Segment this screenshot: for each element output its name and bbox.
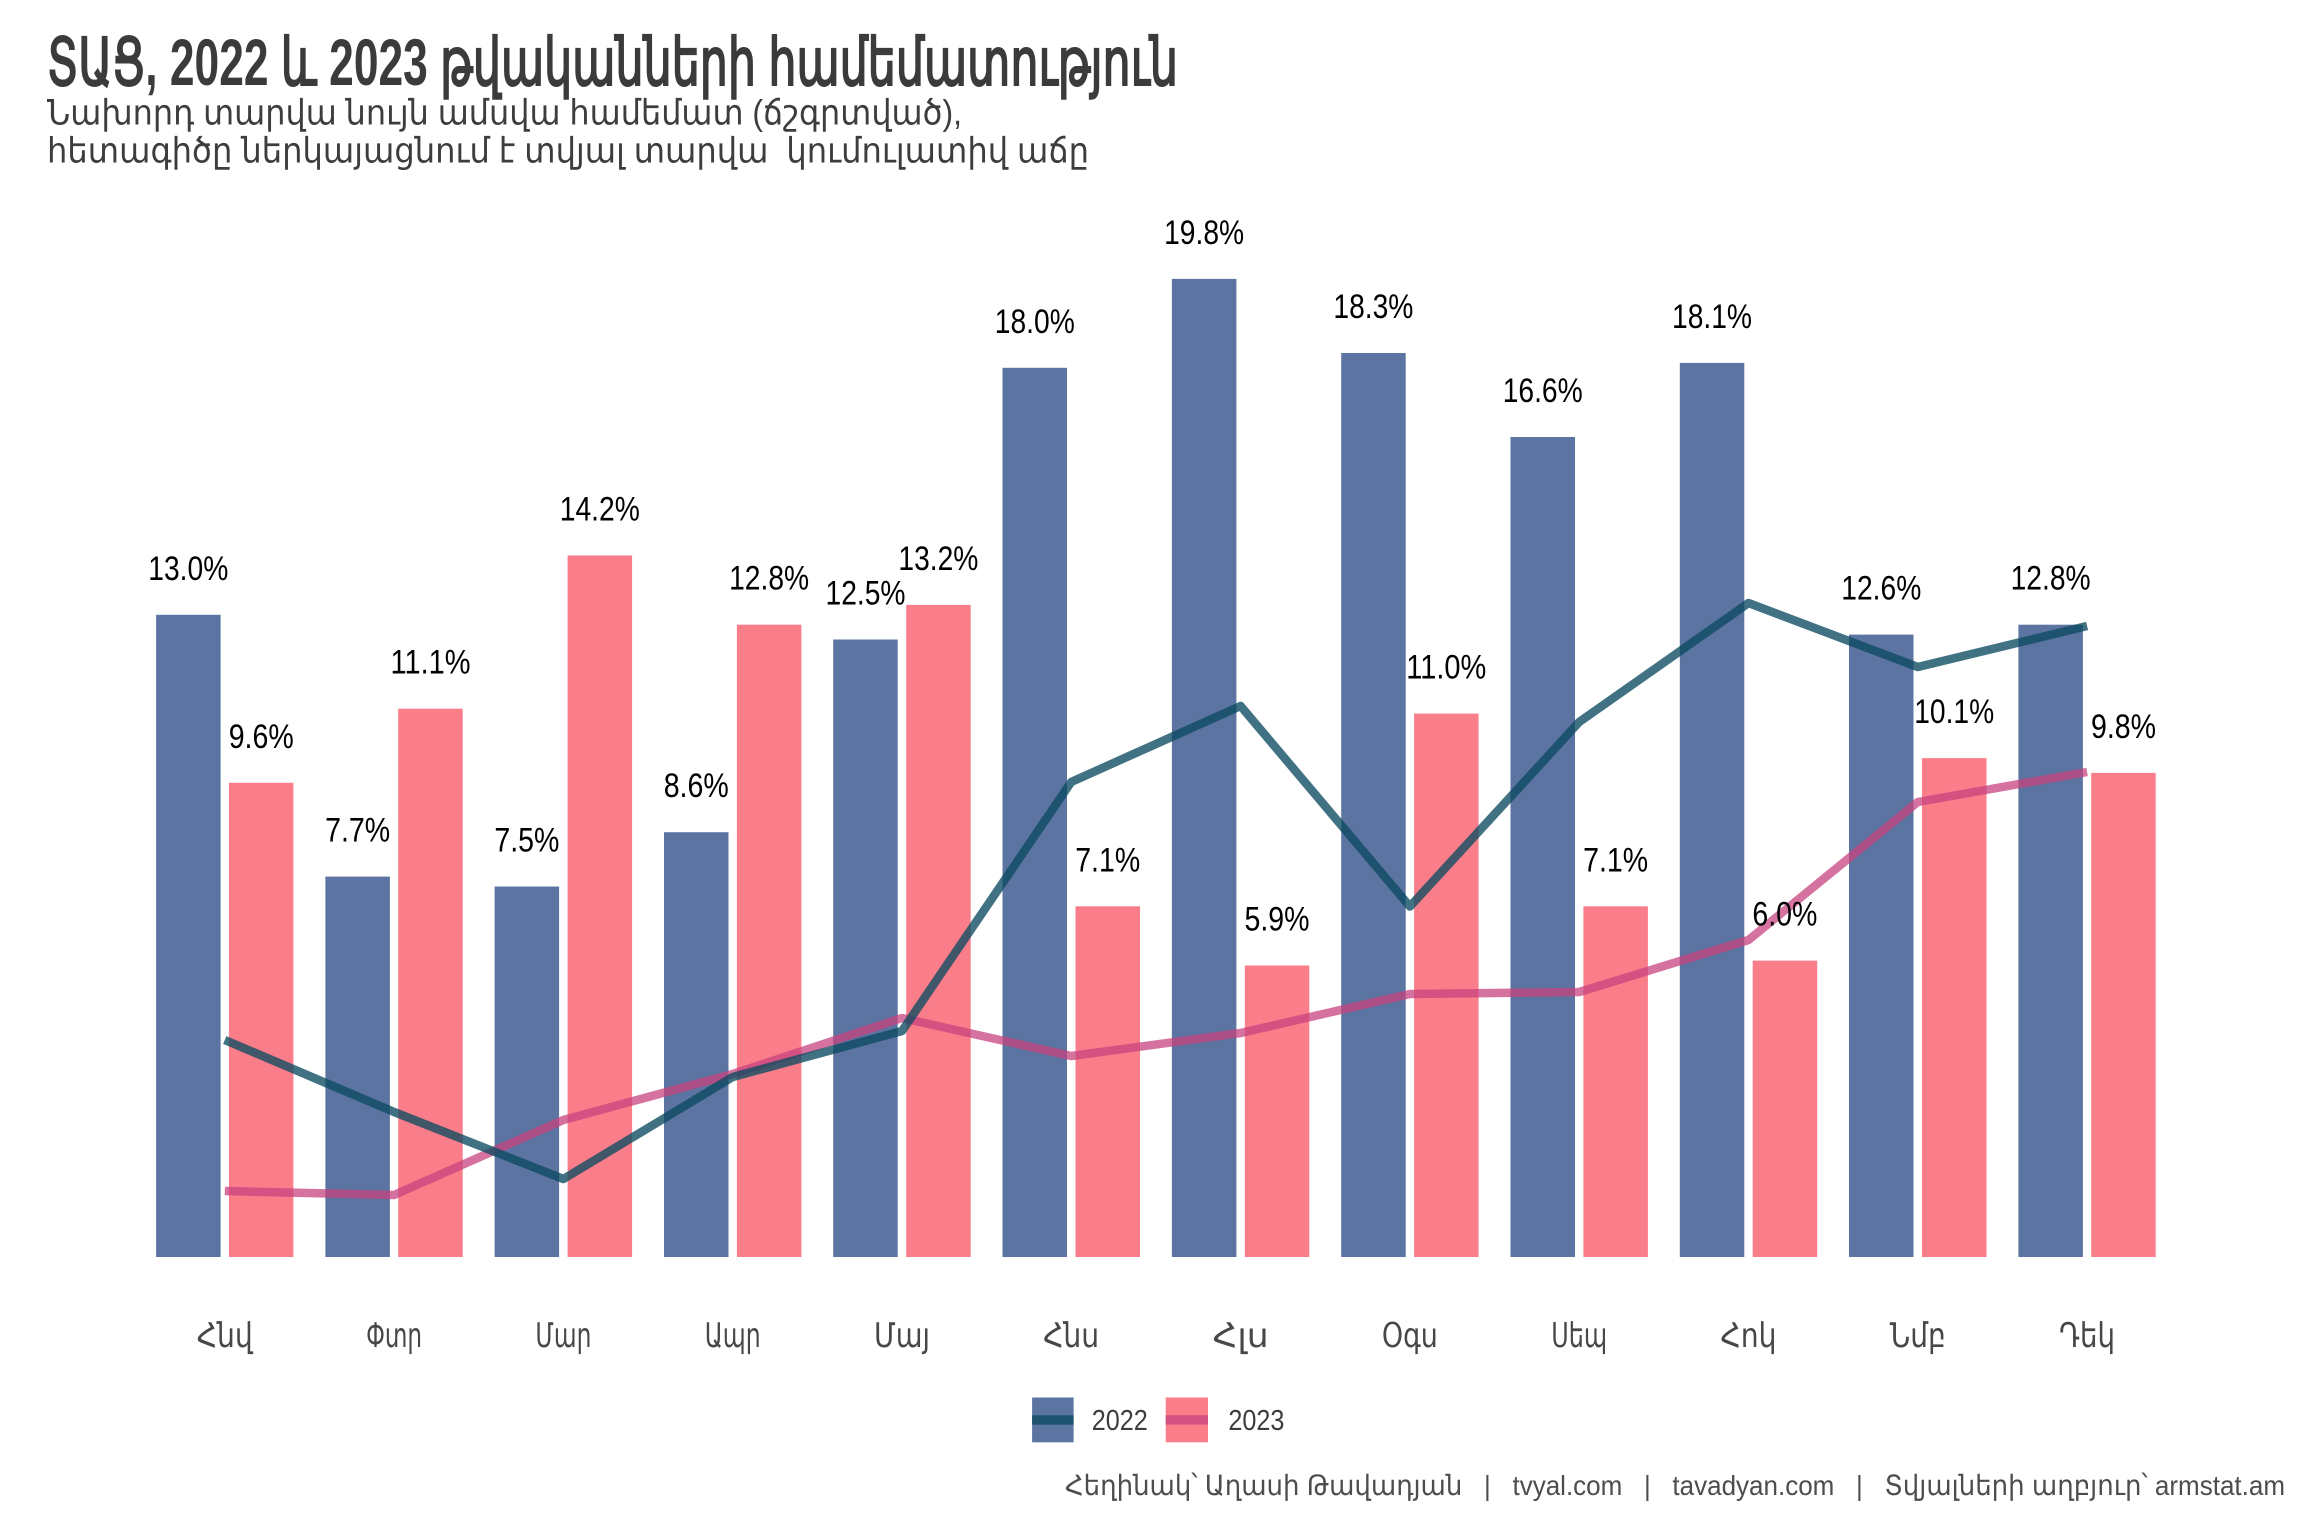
svg-text:18.0%: 18.0% xyxy=(995,303,1075,341)
svg-text:Դեկ: Դեկ xyxy=(2059,1317,2115,1355)
svg-text:Հլս: Հլս xyxy=(1213,1317,1269,1355)
svg-text:7.1%: 7.1% xyxy=(1583,841,1648,879)
svg-text:12.8%: 12.8% xyxy=(729,560,809,598)
svg-text:Հնվ: Հնվ xyxy=(197,1317,253,1355)
svg-text:5.9%: 5.9% xyxy=(1245,901,1310,939)
svg-text:Փտր: Փտր xyxy=(366,1317,422,1355)
svg-text:6.0%: 6.0% xyxy=(1752,896,1817,934)
svg-text:7.1%: 7.1% xyxy=(1075,841,1140,879)
svg-text:19.8%: 19.8% xyxy=(1164,214,1244,252)
svg-text:11.0%: 11.0% xyxy=(1406,649,1486,687)
svg-text:2023: 2023 xyxy=(1228,1405,1284,1437)
svg-text:7.7%: 7.7% xyxy=(325,812,390,850)
svg-text:Սեպ: Սեպ xyxy=(1551,1317,1607,1355)
svg-text:հետագիծը ներկայացնում է տվյալ: հետագիծը ներկայացնում է տվյալ տարվա կում… xyxy=(47,132,1089,171)
svg-text:12.8%: 12.8% xyxy=(2011,560,2091,598)
svg-text:12.6%: 12.6% xyxy=(1841,570,1921,608)
svg-text:Օգս: Օգս xyxy=(1382,1317,1438,1355)
svg-text:7.5%: 7.5% xyxy=(494,822,559,860)
svg-text:10.1%: 10.1% xyxy=(1914,693,1994,731)
svg-text:Նախորդ տարվա նույն ամսվա համեմ: Նախորդ տարվա նույն ամսվա համեմատ (ճշգրտվ… xyxy=(47,93,962,132)
svg-text:Ապր: Ապր xyxy=(705,1317,761,1355)
svg-text:9.6%: 9.6% xyxy=(229,718,294,756)
svg-text:16.6%: 16.6% xyxy=(1503,372,1583,410)
svg-text:18.3%: 18.3% xyxy=(1333,288,1413,326)
svg-text:8.6%: 8.6% xyxy=(664,767,729,805)
svg-text:Հեղինակ՝ Աղասի Թավադյան |: Հեղինակ՝ Աղասի Թավադյան | tvyal.com | ta… xyxy=(1065,1470,2285,1501)
svg-text:ՏԱՑ, 2022 և 2023 թվականների հա: ՏԱՑ, 2022 և 2023 թվականների համեմատությո… xyxy=(47,25,1178,100)
svg-text:Մար: Մար xyxy=(535,1317,591,1355)
svg-text:11.1%: 11.1% xyxy=(391,644,471,682)
svg-text:Հնս: Հնս xyxy=(1043,1317,1099,1355)
svg-text:2022: 2022 xyxy=(1092,1405,1148,1437)
svg-text:Հոկ: Հոկ xyxy=(1721,1317,1777,1355)
svg-text:Նմբ: Նմբ xyxy=(1890,1317,1946,1355)
svg-text:18.1%: 18.1% xyxy=(1672,298,1752,336)
svg-text:13.2%: 13.2% xyxy=(898,540,978,578)
svg-text:12.5%: 12.5% xyxy=(826,575,906,613)
svg-text:14.2%: 14.2% xyxy=(560,491,640,529)
svg-text:Մայ: Մայ xyxy=(874,1317,930,1355)
svg-text:13.0%: 13.0% xyxy=(148,550,228,588)
svg-text:9.8%: 9.8% xyxy=(2091,708,2156,746)
